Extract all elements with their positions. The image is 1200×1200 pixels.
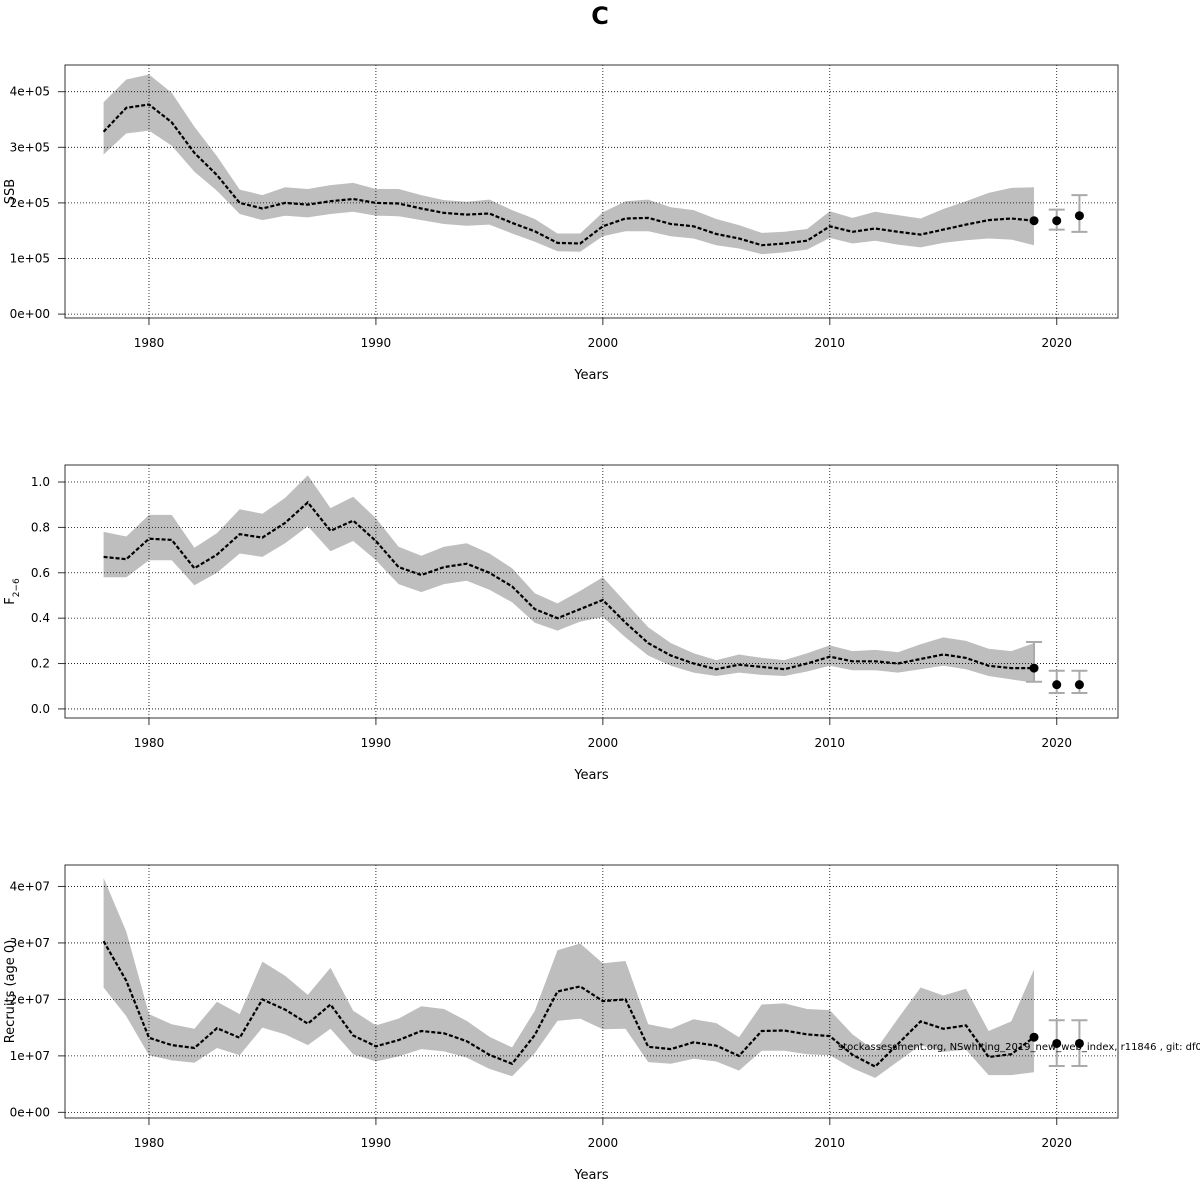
y-tick-label: 0.2 [31, 657, 50, 671]
y-tick-label: 2e+07 [10, 992, 50, 1006]
chart-panel-1: 1980 1990 2000 2010 2020 0e+00 1e+05 2e+05 3e+05… [3, 64, 1119, 383]
x-tick-label: 1990 [361, 336, 392, 350]
x-axis-label: Years [573, 1168, 609, 1183]
y-tick-label: 0.8 [31, 520, 50, 534]
estimate-line [103, 500, 1034, 671]
x-tick-label: 2020 [1041, 1136, 1072, 1150]
estimate-line [102, 940, 1035, 1068]
y-tick-label: 1.0 [31, 475, 50, 489]
confidence-band [103, 74, 1035, 255]
y-tick-label: 0.4 [31, 611, 50, 625]
y-tick-label: 3e+07 [10, 936, 50, 950]
estimate-line [102, 103, 1035, 247]
y-tick-label: 0.6 [31, 566, 50, 580]
y-axis-label-subscript: 2−6 [12, 578, 22, 597]
x-tick-label: 1990 [361, 1136, 392, 1150]
y-tick-label: 3e+05 [10, 140, 50, 154]
data-point [1074, 680, 1084, 690]
x-tick-label: 2010 [815, 736, 846, 750]
y-tick-label: 4e+05 [10, 85, 50, 99]
y-axis-label: SSB [3, 179, 18, 204]
x-tick-label: 2010 [815, 336, 846, 350]
x-tick-label: 2020 [1041, 336, 1072, 350]
y-tick-label: 2e+05 [10, 196, 50, 210]
y-tick-label: 0e+00 [10, 307, 50, 321]
figure-title: C [591, 2, 609, 30]
data-point [1074, 1038, 1084, 1048]
data-point [1029, 1032, 1039, 1042]
plot-frame [64, 864, 1119, 1119]
x-tick-label: 1980 [134, 736, 165, 750]
y-axis-label: F2−6 [3, 578, 22, 605]
data-point [1029, 663, 1039, 673]
x-tick-label: 2000 [588, 736, 619, 750]
x-tick-label: 2010 [815, 1136, 846, 1150]
y-axis-label: Recruits (age 0) [3, 940, 18, 1044]
data-point [1029, 216, 1039, 226]
data-point [1052, 680, 1062, 690]
y-tick-label: 4e+07 [10, 879, 50, 893]
x-tick-label: 1980 [134, 1136, 165, 1150]
confidence-band [103, 878, 1035, 1078]
x-axis-label: Years [573, 368, 609, 383]
x-tick-label: 2020 [1041, 736, 1072, 750]
watermark-text: stockassessment.org, NSwhiting_2019_new_… [838, 1042, 1200, 1053]
x-tick-label: 1990 [361, 736, 392, 750]
y-tick-label: 0e+00 [10, 1105, 50, 1119]
confidence-band [103, 475, 1035, 683]
y-tick-label: 1e+07 [10, 1049, 50, 1063]
chart-panel-3: 1980 1990 2000 2010 2020 0e+00 1e+07 2e+07 3e+07… [3, 864, 1119, 1183]
chart-panel-2: 1980 1990 2000 2010 2020 0.0 0.2 0.4 0.6 0.8 1.0 Ye… [3, 464, 1119, 783]
plot-frame [64, 464, 1119, 719]
x-axis-label: Years [573, 768, 609, 783]
data-point [1052, 1038, 1062, 1048]
x-tick-label: 1980 [134, 336, 165, 350]
x-tick-label: 2000 [588, 1136, 619, 1150]
y-tick-label: 1e+05 [10, 252, 50, 266]
data-point [1052, 216, 1062, 226]
plot-frame [64, 64, 1119, 319]
x-tick-label: 2000 [588, 336, 619, 350]
y-tick-label: 0.0 [31, 702, 50, 716]
data-point [1074, 211, 1084, 221]
